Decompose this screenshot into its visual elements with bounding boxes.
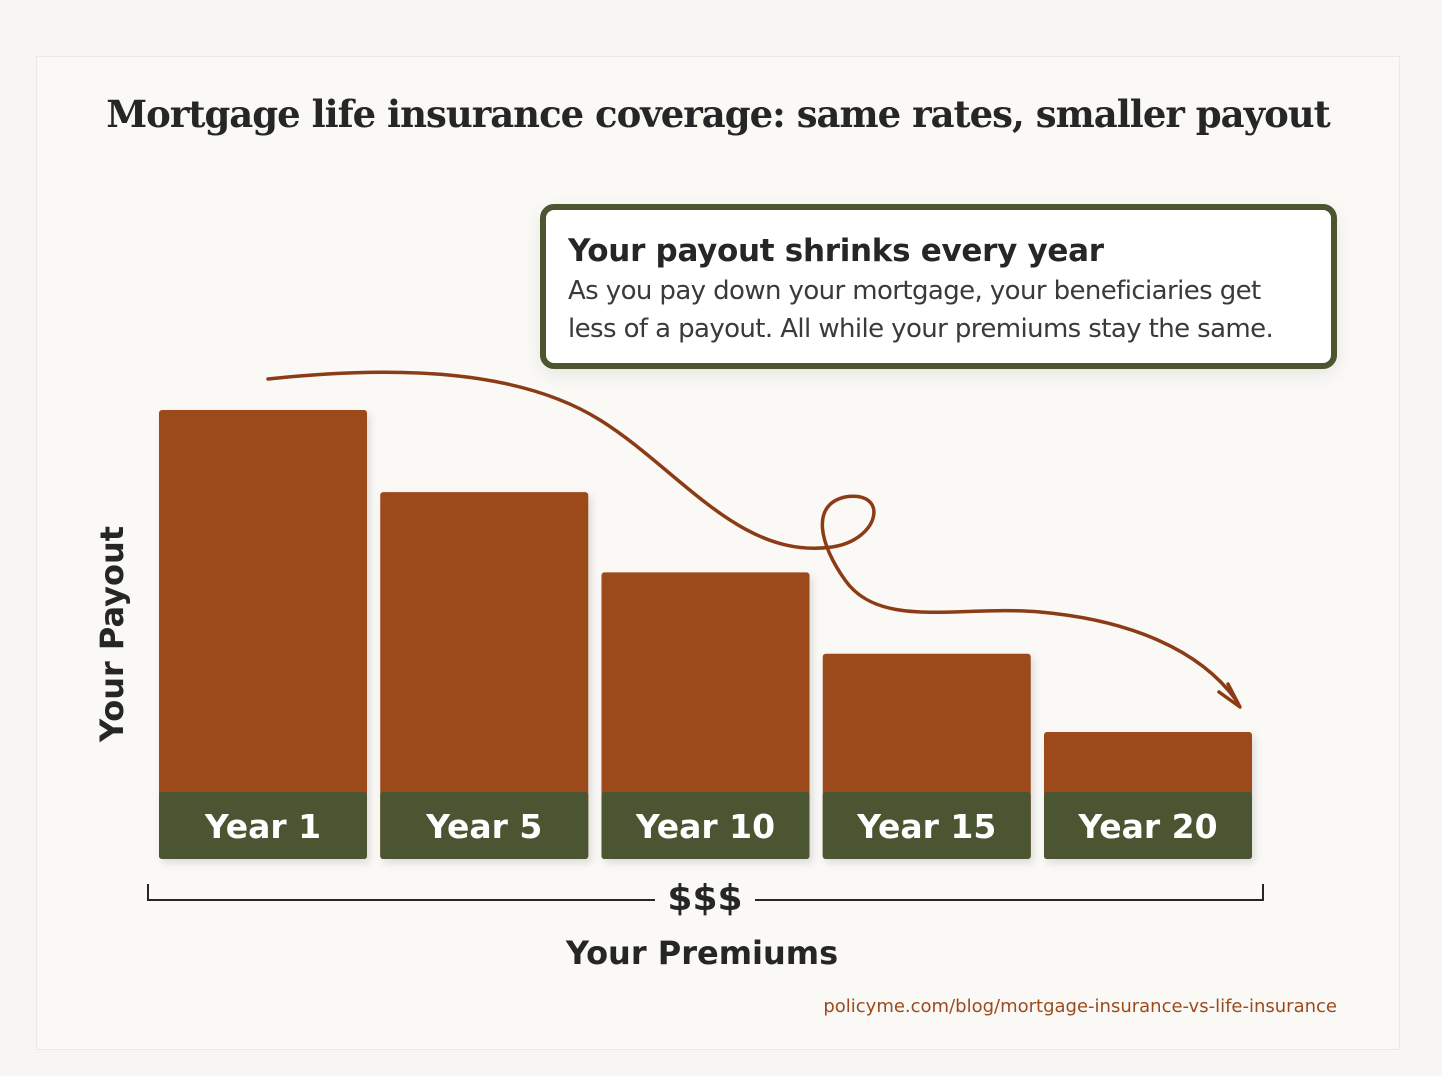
- bars-group: Year 1 Year 5 Year 10 Year 15 Year 20: [159, 410, 1252, 859]
- bar: [159, 410, 367, 859]
- callout-line-2: less of a payout. All while your premium…: [568, 314, 1274, 344]
- source-link[interactable]: policyme.com/blog/mortgage-insurance-vs-…: [823, 996, 1337, 1017]
- category-label: Year 15: [856, 807, 996, 846]
- bar: [601, 572, 810, 859]
- chart-title: Mortgage life insurance coverage: same r…: [106, 92, 1331, 136]
- bar-group: Year 20: [1044, 732, 1252, 859]
- category-label: Year 20: [1077, 807, 1217, 846]
- bar-label-band: [601, 792, 810, 859]
- arrow-head-icon: [1217, 682, 1242, 709]
- bar-label-band: [159, 792, 367, 859]
- category-label: Year 1: [204, 807, 321, 846]
- bar-label-band: [380, 792, 589, 859]
- bar-group: Year 1: [159, 410, 367, 859]
- x-axis-label: Your Premiums: [565, 934, 839, 972]
- bar-label-band: [822, 792, 1031, 859]
- bar: [380, 492, 589, 859]
- payout-callout: Your payout shrinks every year As you pa…: [540, 204, 1337, 369]
- bar-label-band: [1044, 792, 1252, 859]
- category-label: Year 5: [425, 807, 542, 846]
- callout-line-1: As you pay down your mortgage, your bene…: [568, 276, 1261, 306]
- category-label: Year 10: [635, 807, 775, 846]
- trend-arrow: [266, 370, 1238, 702]
- bar-group: Year 10: [601, 572, 810, 859]
- bar-group: Year 5: [380, 492, 589, 859]
- bar-group: Year 15: [822, 653, 1031, 859]
- premium-marker: $$$: [655, 878, 755, 919]
- callout-heading: Your payout shrinks every year: [568, 233, 1104, 269]
